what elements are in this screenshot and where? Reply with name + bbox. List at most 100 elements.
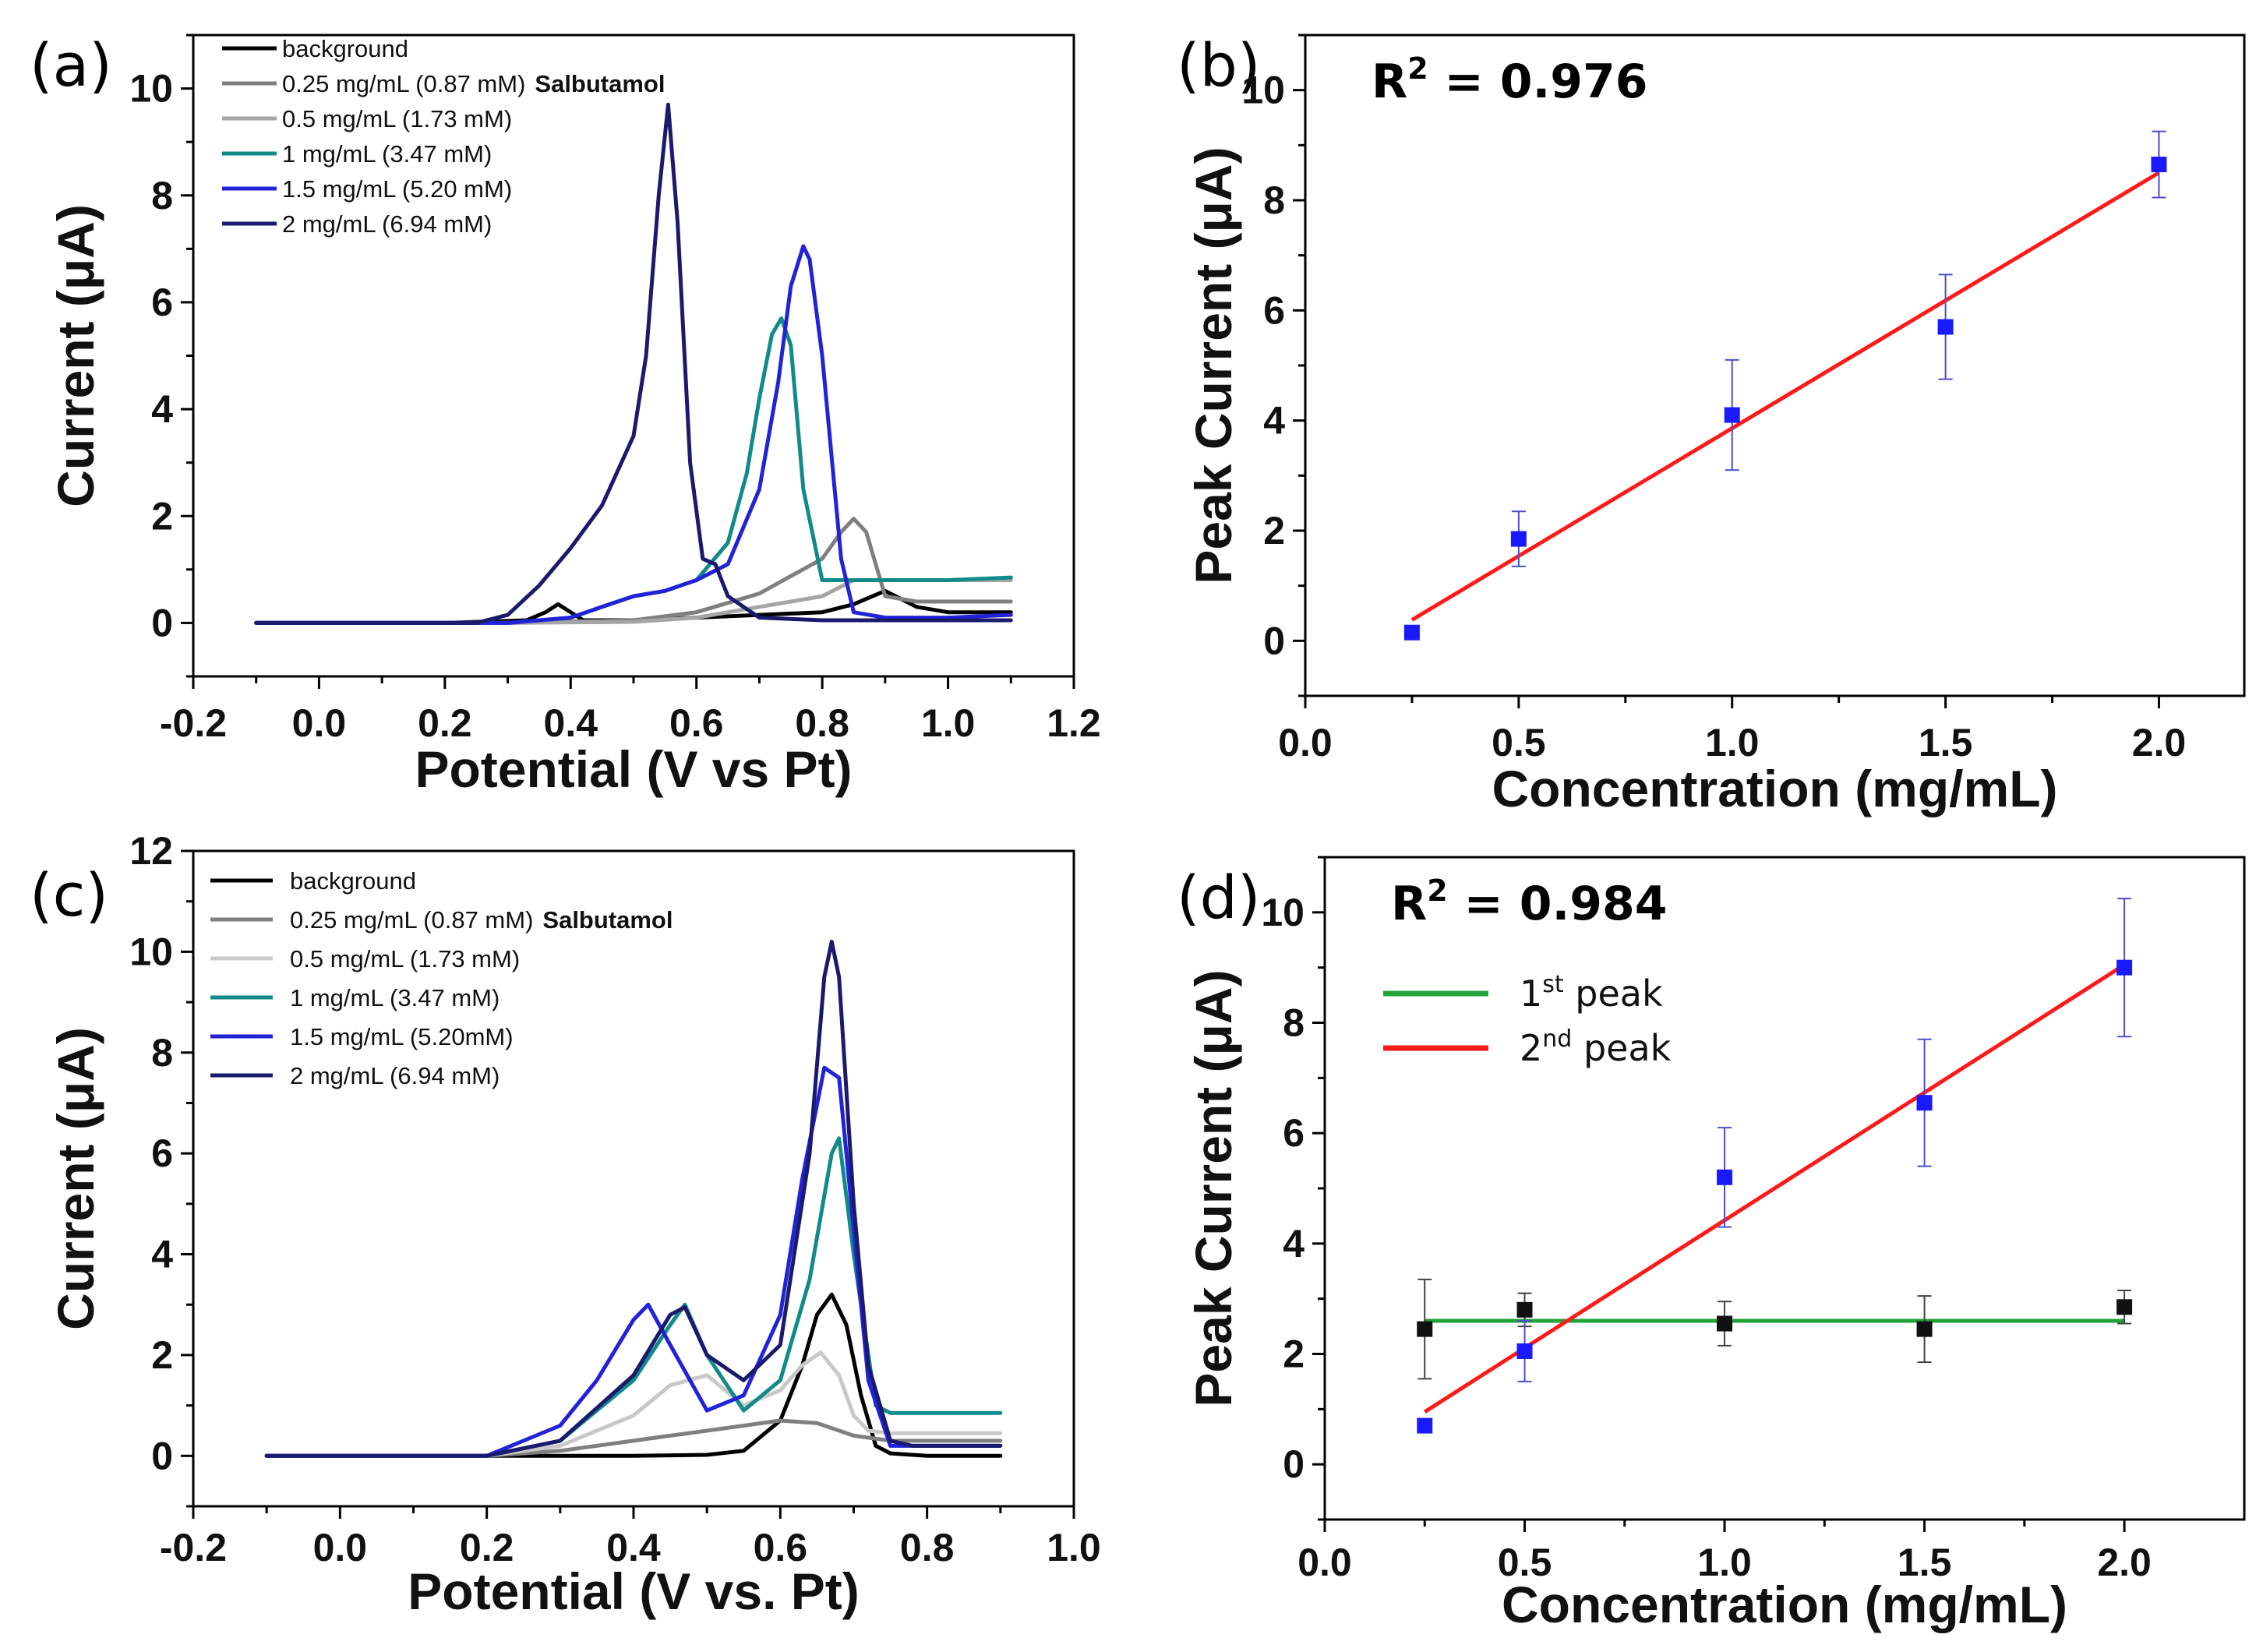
data-point [2116,959,2133,976]
x-axis-title: Potential (V vs Pt) [415,740,852,798]
data-point [1417,1417,1433,1434]
y-tick-label: 0 [1263,619,1285,662]
plot-frame [1323,856,2246,1521]
chart-d: (d) 0.0 0.5 1.0 1.5 2.0 0 2 4 6 8 10 Concentration (… [1177,856,2246,1633]
legend-label: 0.25 mg/mL (0.87 mM) [282,70,525,97]
series-line-5 [254,102,1013,625]
legend-entry: 1st peak [1520,971,1663,1015]
data-point [1717,1169,1733,1185]
legend-entry: 0.25 mg/mL (0.87 mM) Salbutamol [282,70,665,97]
legend-entry: 1.5 mg/mL (5.20 mM) [282,175,512,203]
y-tick-label: 10 [129,67,173,111]
y-tick-label: 0 [151,1434,173,1477]
legend-label: peak [1564,972,1663,1015]
x-tick-label: 0.4 [544,701,598,745]
legend-entry: 1 mg/mL (3.47 mM) [282,140,492,168]
panel-label: (d) [1177,863,1261,932]
plot-frame [1304,34,2246,697]
x-tick-label: 1.0 [921,701,976,745]
legend-ordinal: 1 [1520,972,1542,1015]
y-tick-label: 2 [1263,509,1285,552]
y-axis-title: Peak Current (μA) [1184,146,1242,584]
fit-line-1 [1423,963,2126,1414]
x-tick-label: 2.0 [2097,1541,2152,1584]
legend-entry: background [282,35,408,62]
legend-entry: 0.5 mg/mL (1.73 mM) [282,105,512,132]
y-tick-label: 2 [151,1333,173,1377]
r2-value: = 0.984 [1448,877,1668,931]
y-tick-label: 10 [129,930,173,973]
chart-a: (a) -0.2 0.0 0.2 0.4 0.6 0.8 1.0 1.2 0 2 4 6 8 10 Poten… [30,30,1101,798]
legend-label: 1 mg/mL (3.47 mM) [290,984,500,1011]
series-line-2 [264,1350,1003,1458]
r-squared-annotation: R2 = 0.976 [1372,51,1648,109]
legend-entry: 1 mg/mL (3.47 mM) [290,984,500,1011]
series-line-3 [254,316,1013,625]
r2-sup: 2 [1407,51,1428,86]
series-line-3 [264,1136,1003,1458]
r-squared-annotation: R2 = 0.984 [1391,874,1668,931]
y-tick-label: 8 [1263,178,1285,222]
x-tick-label: 2.0 [2132,721,2187,764]
data-point [1724,407,1740,423]
legend-label: 0.5 mg/mL (1.73 mM) [290,945,520,972]
legend-label: background [282,35,408,62]
y-tick-label: 6 [1263,288,1285,332]
x-tick-label: 1.5 [1919,721,1973,764]
x-tick-label: 0.8 [900,1526,955,1569]
y-axis-title: Peak Current (μA) [1184,969,1242,1407]
x-tick-label: -0.2 [160,1526,227,1569]
data-point [1516,1301,1533,1318]
y-tick-label: 6 [151,281,173,324]
x-tick-label: -0.2 [160,701,227,745]
series-line-5 [264,939,1003,1458]
r2-base: R [1391,877,1427,931]
chart-c: (c) -0.2 0.0 0.2 0.4 0.6 0.8 1.0 0 2 4 6 8 10 12 Potent… [30,829,1101,1620]
y-tick-label: 4 [1283,1222,1304,1265]
r2-base: R [1372,55,1407,109]
x-axis-title: Potential (V vs. Pt) [408,1562,859,1620]
legend-label: 0.5 mg/mL (1.73 mM) [282,105,512,132]
x-tick-label: 1.2 [1047,701,1101,745]
legend-ordinal: 2 [1520,1027,1542,1069]
chart-b: (b) 0.0 0.5 1.0 1.5 2.0 0 2 4 6 8 10 Concentration (… [1177,30,2246,817]
legend-label: background [290,867,416,895]
x-tick-label: 1.0 [1697,1541,1752,1584]
y-axis-title: Current (μA) [47,1027,104,1330]
panel-label: (b) [1177,30,1261,100]
legend-entry: background [290,867,416,895]
legend-label: 2 mg/mL (6.94 mM) [290,1062,500,1089]
legend-suffix: Salbutamol [542,906,673,934]
legend-label: 2 mg/mL (6.94 mM) [282,210,492,238]
fit-line-0 [1410,171,2160,622]
legend-entry: 2 mg/mL (6.94 mM) [290,1062,500,1089]
data-point [1516,1343,1533,1359]
y-tick-label: 2 [1283,1333,1304,1376]
y-tick-label: 8 [151,174,173,217]
x-tick-label: 0.5 [1498,1541,1552,1584]
panel-label: (c) [30,860,108,930]
y-tick-label: 8 [151,1031,173,1075]
x-tick-label: 0.2 [460,1526,514,1569]
legend-entry: 1.5 mg/mL (5.20mM) [290,1023,514,1050]
legend-label: 0.25 mg/mL (0.87 mM) [290,906,533,934]
x-axis-title: Concentration (mg/mL) [1492,760,2058,817]
data-point [1916,1095,1933,1111]
y-tick-label: 8 [1283,1001,1304,1045]
data-point [1417,1321,1433,1337]
legend-entry: 2 mg/mL (6.94 mM) [282,210,492,238]
y-tick-label: 10 [1241,69,1285,112]
x-tick-label: 0.6 [754,1526,808,1569]
x-tick-label: 0.8 [795,701,849,745]
x-tick-label: 0.0 [292,701,347,745]
data-point [1403,624,1420,641]
series-line-4 [254,244,1013,625]
x-tick-label: 1.0 [1047,1526,1101,1569]
series-line-4 [264,1065,1003,1458]
x-tick-label: 0.0 [313,1526,368,1569]
y-tick-label: 2 [151,494,173,538]
legend-entry: 0.5 mg/mL (1.73 mM) [290,945,520,972]
data-point [1916,1321,1933,1337]
r2-value: = 0.976 [1428,55,1648,109]
